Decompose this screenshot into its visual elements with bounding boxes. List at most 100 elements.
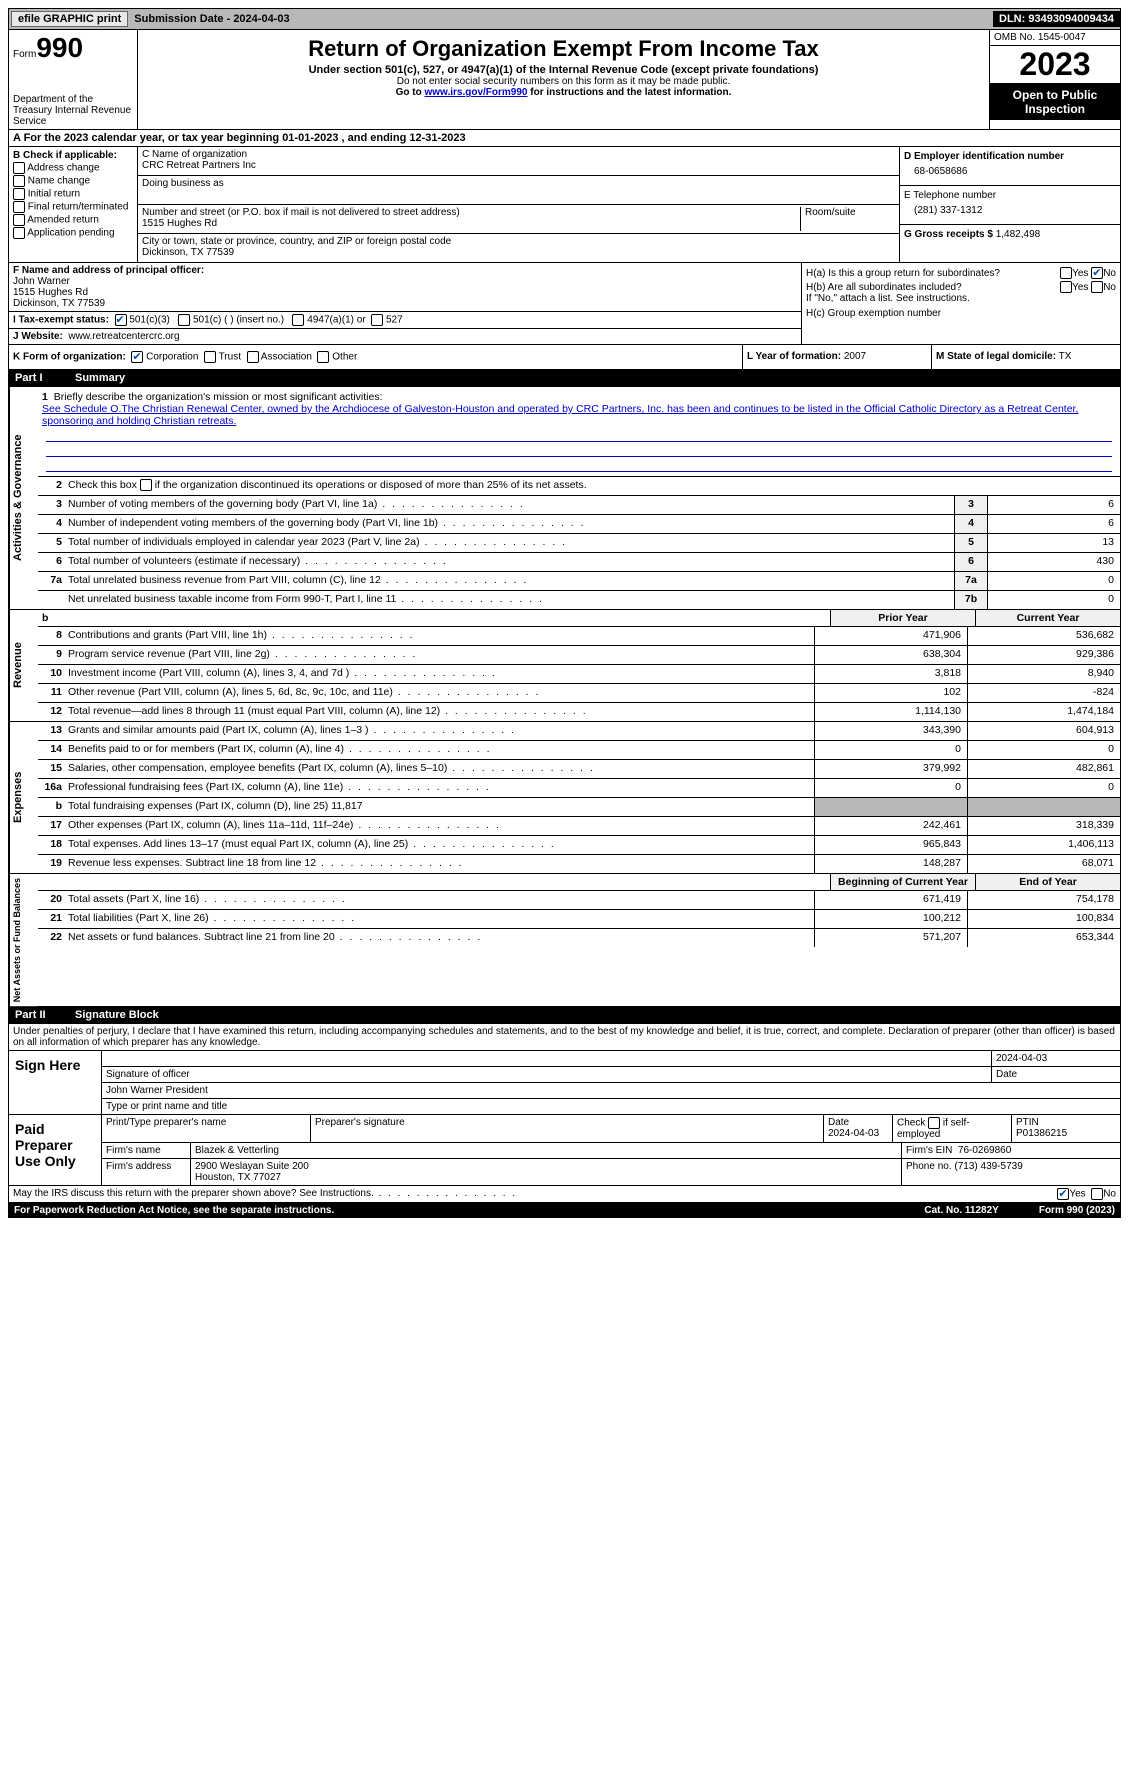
year-formation: 2007 xyxy=(844,351,866,362)
vtab-activities: Activities & Governance xyxy=(9,387,38,609)
revenue-line: 11Other revenue (Part VIII, column (A), … xyxy=(38,684,1120,703)
expense-line: 18Total expenses. Add lines 13–17 (must … xyxy=(38,836,1120,855)
tax-exempt-row: I Tax-exempt status: 501(c)(3) 501(c) ( … xyxy=(9,312,801,329)
irs-link[interactable]: www.irs.gov/Form990 xyxy=(424,87,527,98)
cb-self-employed[interactable] xyxy=(928,1117,940,1129)
officer-name-title: John Warner President xyxy=(102,1083,1120,1098)
goto-note: Go to www.irs.gov/Form990 for instructio… xyxy=(142,87,985,98)
firm-name: Blazek & Vetterling xyxy=(191,1143,902,1158)
paid-preparer-label: Paid Preparer Use Only xyxy=(9,1115,102,1185)
ein-row: D Employer identification number 68-0658… xyxy=(900,147,1120,186)
ptin-value: P01386215 xyxy=(1016,1128,1067,1139)
activities-governance: Activities & Governance 1 Briefly descri… xyxy=(8,387,1121,610)
line2-desc: Check this box if the organization disco… xyxy=(64,477,1120,495)
cat-no: Cat. No. 11282Y xyxy=(924,1205,998,1216)
top-bar: efile GRAPHIC print Submission Date - 20… xyxy=(8,8,1121,30)
mission-block: 1 Briefly describe the organization's mi… xyxy=(38,387,1120,476)
org-name-row: C Name of organization CRC Retreat Partn… xyxy=(138,147,899,176)
vtab-revenue: Revenue xyxy=(9,610,38,721)
form-title: Return of Organization Exempt From Incom… xyxy=(142,36,985,62)
form-number: Form990 xyxy=(13,32,133,64)
section-klm: K Form of organization: Corporation Trus… xyxy=(8,345,1121,370)
current-year-header: Current Year xyxy=(975,610,1120,626)
cb-trust[interactable] xyxy=(204,351,216,363)
cb-other[interactable] xyxy=(317,351,329,363)
gross-receipts: 1,482,498 xyxy=(996,229,1041,240)
revenue-line: 10Investment income (Part VIII, column (… xyxy=(38,665,1120,684)
form-header: Form990 Department of the Treasury Inter… xyxy=(8,30,1121,130)
discuss-row: May the IRS discuss this return with the… xyxy=(8,1186,1121,1203)
part2-header: Part II Signature Block xyxy=(8,1007,1121,1024)
cb-assoc[interactable] xyxy=(247,351,259,363)
sign-here-label: Sign Here xyxy=(9,1051,102,1114)
h-section: H(a) Is this a group return for subordin… xyxy=(801,263,1120,344)
form-footer: Form 990 (2023) xyxy=(1039,1205,1115,1216)
dba-row: Doing business as xyxy=(138,176,899,205)
gross-row: G Gross receipts $ 1,482,498 xyxy=(900,225,1120,244)
cb-527[interactable] xyxy=(371,314,383,326)
city-row: City or town, state or province, country… xyxy=(138,234,899,262)
gov-line: 4Number of independent voting members of… xyxy=(38,515,1120,534)
cb-amended[interactable] xyxy=(13,214,25,226)
officer-row: F Name and address of principal officer:… xyxy=(9,263,801,312)
cb-discuss-yes[interactable] xyxy=(1057,1188,1069,1200)
cb-corp[interactable] xyxy=(131,351,143,363)
efile-btn[interactable]: efile GRAPHIC print xyxy=(11,11,128,27)
sig-officer-label: Signature of officer xyxy=(102,1067,992,1082)
part1-header: Part I Summary xyxy=(8,370,1121,387)
cb-name-change[interactable] xyxy=(13,175,25,187)
beginning-year-header: Beginning of Current Year xyxy=(830,874,975,890)
room-suite: Room/suite xyxy=(801,207,895,231)
row-a-calendar-year: A For the 2023 calendar year, or tax yea… xyxy=(8,130,1121,147)
dept-treasury: Department of the Treasury Internal Reve… xyxy=(13,94,133,127)
revenue-line: 12Total revenue—add lines 8 through 11 (… xyxy=(38,703,1120,721)
cb-ha-no[interactable] xyxy=(1091,267,1103,279)
cb-501c[interactable] xyxy=(178,314,190,326)
tel-row: E Telephone number (281) 337-1312 xyxy=(900,186,1120,225)
mission-text: See Schedule O.The Christian Renewal Cen… xyxy=(42,403,1078,427)
expense-line: 14Benefits paid to or for members (Part … xyxy=(38,741,1120,760)
gov-line: 3Number of voting members of the governi… xyxy=(38,496,1120,515)
cb-line2[interactable] xyxy=(140,479,152,491)
address-row: Number and street (or P.O. box if mail i… xyxy=(138,205,899,234)
expense-line: 17Other expenses (Part IX, column (A), l… xyxy=(38,817,1120,836)
signature-block: Under penalties of perjury, I declare th… xyxy=(8,1024,1121,1186)
perjury-declaration: Under penalties of perjury, I declare th… xyxy=(9,1024,1120,1051)
col-b-checkboxes: B Check if applicable: Address change Na… xyxy=(9,147,138,262)
tel-value: (281) 337-1312 xyxy=(904,201,1116,220)
expense-line: 19Revenue less expenses. Subtract line 1… xyxy=(38,855,1120,873)
print-preparer-label: Print/Type preparer's name xyxy=(102,1115,311,1142)
section-fijh: F Name and address of principal officer:… xyxy=(8,263,1121,345)
cb-initial-return[interactable] xyxy=(13,188,25,200)
date-label: Date xyxy=(992,1067,1120,1082)
website-row: J Website: www.retreatcentercrc.org xyxy=(9,329,801,344)
cb-4947[interactable] xyxy=(292,314,304,326)
submission-date: Submission Date - 2024-04-03 xyxy=(130,13,289,25)
website-url: www.retreatcentercrc.org xyxy=(68,331,179,342)
net-assets-line: 21Total liabilities (Part X, line 26)100… xyxy=(38,910,1120,929)
cb-address-change[interactable] xyxy=(13,162,25,174)
cb-hb-no[interactable] xyxy=(1091,281,1103,293)
ssn-note: Do not enter social security numbers on … xyxy=(142,76,985,87)
self-employed-check: Check if self-employed xyxy=(893,1115,1012,1142)
street-address: 1515 Hughes Rd xyxy=(142,218,796,229)
cb-discuss-no[interactable] xyxy=(1091,1188,1103,1200)
open-inspection: Open to Public Inspection xyxy=(990,84,1120,120)
firm-phone: (713) 439-5739 xyxy=(954,1161,1022,1172)
cb-ha-yes[interactable] xyxy=(1060,267,1072,279)
expense-line: bTotal fundraising expenses (Part IX, co… xyxy=(38,798,1120,817)
revenue-line: 9Program service revenue (Part VIII, lin… xyxy=(38,646,1120,665)
type-print-label: Type or print name and title xyxy=(102,1099,1120,1114)
ein-value: 68-0658686 xyxy=(904,162,1116,181)
state-domicile: TX xyxy=(1059,351,1072,362)
form-subtitle: Under section 501(c), 527, or 4947(a)(1)… xyxy=(142,64,985,76)
cb-final-return[interactable] xyxy=(13,201,25,213)
cb-501c3[interactable] xyxy=(115,314,127,326)
omb-number: OMB No. 1545-0047 xyxy=(990,30,1120,46)
sig-date: 2024-04-03 xyxy=(992,1051,1120,1066)
net-assets-line: 20Total assets (Part X, line 16)671,4197… xyxy=(38,891,1120,910)
preparer-sig-label: Preparer's signature xyxy=(311,1115,824,1142)
cb-application-pending[interactable] xyxy=(13,227,25,239)
cb-hb-yes[interactable] xyxy=(1060,281,1072,293)
expense-line: 13Grants and similar amounts paid (Part … xyxy=(38,722,1120,741)
